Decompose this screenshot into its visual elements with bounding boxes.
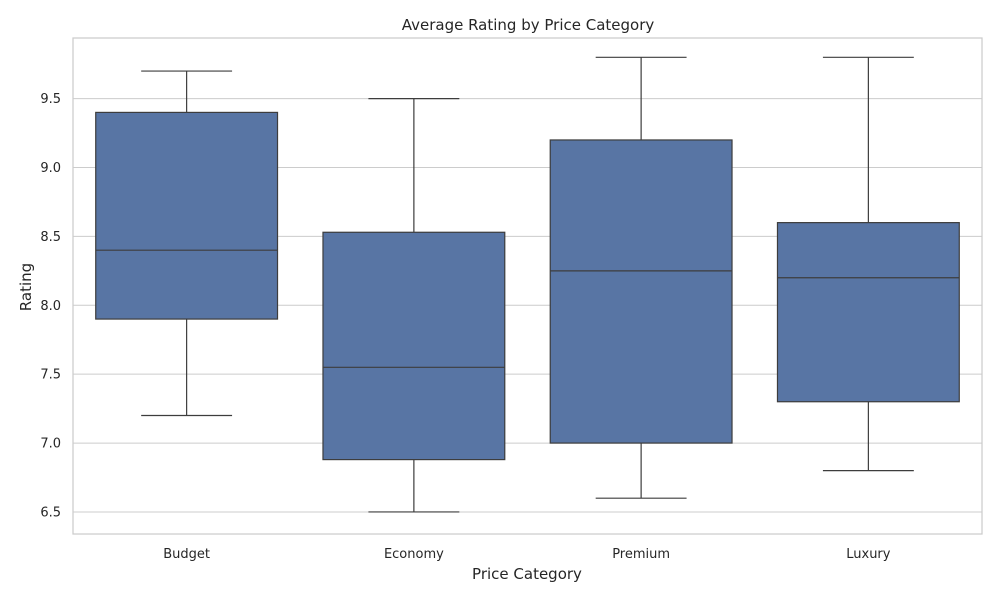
box-budget	[95, 70, 279, 417]
y-tick-label: 6.5	[40, 505, 61, 520]
y-tick-label: 9.5	[40, 92, 61, 107]
y-tick-labels: 6.5 7.0 7.5 8.0 8.5 9.0 9.5	[40, 92, 61, 520]
iqr-box	[549, 139, 733, 444]
iqr-box	[776, 222, 960, 403]
iqr-box	[95, 111, 279, 320]
box-economy	[322, 98, 506, 513]
x-tick-label-premium: Premium	[612, 547, 670, 562]
y-axis-label: Rating	[17, 263, 35, 311]
x-tick-label-luxury: Luxury	[846, 547, 891, 562]
y-tick-label: 9.0	[40, 161, 61, 176]
box-luxury	[776, 56, 960, 472]
y-tick-label: 8.0	[40, 299, 61, 314]
y-tick-label: 7.5	[40, 368, 61, 383]
x-tick-label-budget: Budget	[163, 547, 210, 562]
boxes	[95, 56, 960, 513]
x-tick-labels: Budget Economy Premium Luxury	[163, 547, 891, 562]
x-axis-label: Price Category	[472, 565, 582, 583]
y-tick-label: 8.5	[40, 230, 61, 245]
box-premium	[549, 56, 733, 499]
x-tick-label-economy: Economy	[384, 547, 444, 562]
plot-frame	[72, 37, 983, 535]
chart-title: Average Rating by Price Category	[402, 16, 655, 34]
iqr-box	[322, 231, 506, 461]
y-tick-label: 7.0	[40, 437, 61, 452]
